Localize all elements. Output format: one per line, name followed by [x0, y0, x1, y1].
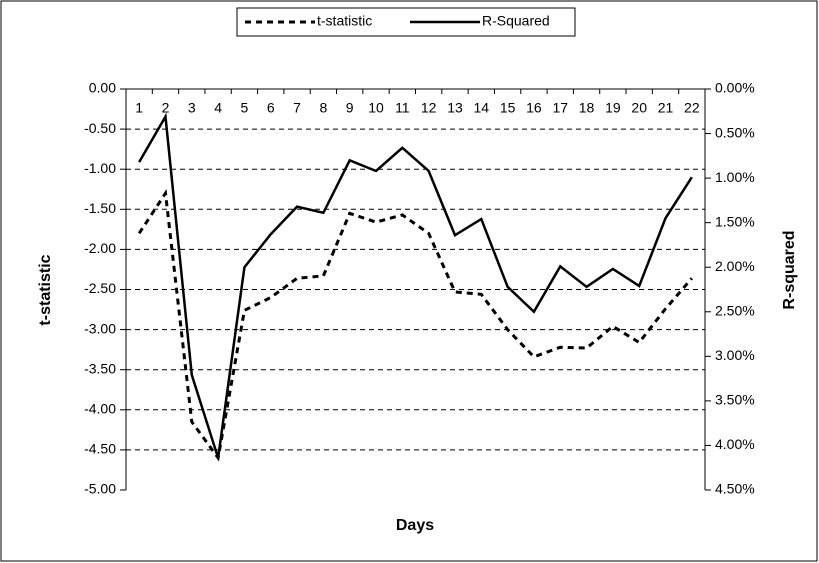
line-series: [137, 188, 693, 462]
line-series: [138, 112, 693, 459]
y-tick-label: -2.50: [84, 280, 116, 296]
y2-tick-label: 0.00%: [715, 80, 755, 96]
x-tick-label: 13: [447, 100, 463, 116]
y2-axis-title: R-squared: [781, 230, 798, 309]
x-tick-label: 10: [368, 100, 384, 116]
x-tick-label: 1: [135, 100, 143, 116]
x-tick-label: 12: [421, 100, 437, 116]
y2-tick-label: 2.00%: [715, 258, 755, 274]
x-axis-title: Days: [396, 517, 434, 534]
y-tick-label: -5.00: [84, 481, 116, 497]
x-tick-label: 8: [319, 100, 327, 116]
y2-tick-label: 0.50%: [715, 124, 755, 140]
legend-label: R-Squared: [482, 13, 550, 29]
y-tick-label: -2.00: [84, 240, 116, 256]
y2-tick-label: 3.50%: [715, 392, 755, 408]
y-tick-label: -4.00: [84, 401, 116, 417]
y2-tick-label: 3.00%: [715, 347, 755, 363]
x-tick-label: 18: [579, 100, 595, 116]
y-tick-label: -3.00: [84, 320, 116, 336]
y-tick-label: -0.50: [84, 120, 116, 136]
y2-tick-label: 1.50%: [715, 213, 755, 229]
x-tick-label: 2: [162, 100, 170, 116]
x-tick-label: 16: [526, 100, 542, 116]
y2-tick-label: 4.00%: [715, 436, 755, 452]
y-tick-label: 0.00: [89, 80, 116, 96]
x-tick-label: 3: [188, 100, 196, 116]
x-tick-label: 17: [552, 100, 568, 116]
x-tick-label: 5: [241, 100, 249, 116]
y2-tick-label: 1.00%: [715, 169, 755, 185]
y-tick-label: -4.50: [84, 441, 116, 457]
legend-label: t-statistic: [317, 13, 372, 29]
x-tick-label: 9: [346, 100, 354, 116]
x-tick-label: 14: [474, 100, 490, 116]
y-tick-label: -3.50: [84, 360, 116, 376]
y-axis-title: t-statistic: [37, 254, 54, 325]
x-tick-label: 6: [267, 100, 275, 116]
y2-tick-label: 4.50%: [715, 481, 755, 497]
x-tick-label: 15: [500, 100, 516, 116]
y2-tick-label: 2.50%: [715, 302, 755, 318]
x-tick-label: 7: [293, 100, 301, 116]
x-tick-label: 11: [395, 100, 410, 116]
x-tick-label: 19: [605, 100, 621, 116]
y-tick-label: -1.00: [84, 160, 116, 176]
y-tick-label: -1.50: [84, 200, 116, 216]
x-tick-label: 22: [684, 100, 700, 116]
x-tick-label: 20: [631, 100, 647, 116]
x-tick-label: 21: [658, 100, 674, 116]
x-tick-label: 4: [214, 100, 222, 116]
